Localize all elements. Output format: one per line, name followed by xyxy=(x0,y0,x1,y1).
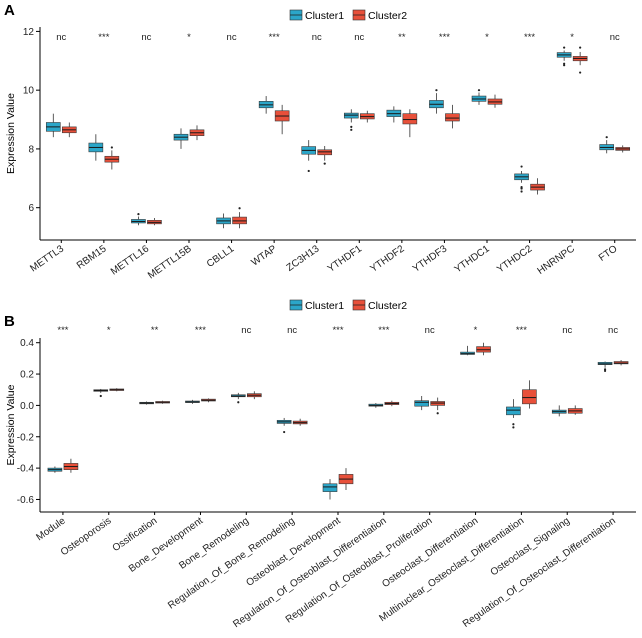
box-cluster2 xyxy=(402,113,418,125)
significance-label: ** xyxy=(398,32,406,43)
x-tick-label: ZC3H13 xyxy=(285,243,322,274)
significance-label: *** xyxy=(57,325,68,336)
x-tick-label: RBM15 xyxy=(75,243,109,271)
x-tick-label: YTHDC2 xyxy=(495,243,534,275)
y-axis-label: Expression Value xyxy=(5,384,17,465)
significance-label: ** xyxy=(151,325,159,336)
outlier-point xyxy=(307,169,310,173)
box-cluster2 xyxy=(445,113,460,122)
y-tick-label: -0.6 xyxy=(17,495,35,506)
x-tick-label: Module xyxy=(34,515,68,543)
outlier-point xyxy=(237,401,240,404)
significance-label: nc xyxy=(312,32,322,43)
significance-label: *** xyxy=(98,32,109,43)
significance-label: nc xyxy=(141,32,151,43)
x-tick-label: WTAP xyxy=(249,243,279,268)
x-tick-label: FTO xyxy=(597,243,620,264)
panel-a-chart: 6 8 10 12 Expression Value Cluster1 Cluster2 nc… xyxy=(5,9,636,281)
significance-label: *** xyxy=(516,325,527,336)
y-tick-label: 0.0 xyxy=(20,401,34,412)
box-cluster1 xyxy=(414,400,429,407)
y-axis-label: Expression Value xyxy=(5,93,17,174)
significance-label: * xyxy=(474,325,478,336)
x-tick-label: Regulation_Of_Osteoclast_Differentiation xyxy=(461,515,618,629)
x-tick-label: CBLL1 xyxy=(205,243,237,270)
legend-label-cluster2: Cluster2 xyxy=(368,10,407,22)
significance-label: * xyxy=(107,325,111,336)
significance-label: * xyxy=(485,32,489,43)
significance-label: * xyxy=(570,32,574,43)
significance-label: nc xyxy=(610,32,620,43)
outlier-point xyxy=(137,213,140,216)
outlier-point xyxy=(512,423,515,426)
outlier-point xyxy=(563,46,566,49)
x-tick-label: YTHDF3 xyxy=(411,243,450,275)
outlier-point xyxy=(110,146,113,149)
box-cluster1 xyxy=(506,406,521,416)
panel-label-b: B xyxy=(4,313,15,330)
outlier-point xyxy=(605,136,608,139)
significance-label: *** xyxy=(269,32,280,43)
x-tick-label: Bone_Development xyxy=(127,515,205,575)
box-cluster1 xyxy=(322,483,338,492)
significance-label: * xyxy=(187,32,191,43)
significance-label: nc xyxy=(608,325,618,336)
significance-label: nc xyxy=(354,32,364,43)
outlier-point xyxy=(603,369,607,373)
panel-label-a: A xyxy=(4,2,15,19)
significance-label: *** xyxy=(195,325,206,336)
significance-label: *** xyxy=(439,32,450,43)
y-tick-label: -0.2 xyxy=(17,432,35,443)
y-tick-label: -0.4 xyxy=(17,464,35,475)
y-tick-label: 12 xyxy=(23,27,35,38)
x-tick-label: Osteoporosis xyxy=(59,515,114,558)
x-tick-label: YTHDF2 xyxy=(368,243,407,275)
outlier-point xyxy=(435,89,438,92)
outlier-point xyxy=(477,89,481,92)
legend-label-cluster1: Cluster1 xyxy=(305,300,344,312)
significance-label: nc xyxy=(227,32,237,43)
outlier-point xyxy=(238,207,241,210)
y-tick-label: 10 xyxy=(23,86,35,97)
x-tick-label: YTHDC1 xyxy=(453,243,492,275)
x-tick-label: METTL3 xyxy=(28,243,66,274)
x-tick-label: METTL15B xyxy=(146,243,194,281)
legend-label-cluster1: Cluster1 xyxy=(305,10,344,22)
outlier-point xyxy=(99,394,102,398)
outlier-point xyxy=(520,165,523,168)
outlier-point xyxy=(283,430,286,434)
box-cluster2 xyxy=(522,389,537,405)
significance-label: nc xyxy=(562,325,572,336)
outlier-point xyxy=(579,46,582,49)
significance-label: *** xyxy=(378,325,389,336)
outlier-point xyxy=(436,412,439,415)
y-tick-label: 6 xyxy=(28,203,34,214)
significance-label: nc xyxy=(56,32,66,43)
y-tick-label: 8 xyxy=(28,144,34,155)
significance-label: nc xyxy=(241,325,251,336)
outlier-point xyxy=(563,62,566,65)
outlier-point xyxy=(512,426,515,429)
outlier-point xyxy=(520,190,523,193)
significance-label: *** xyxy=(332,325,343,336)
outlier-point xyxy=(603,368,607,371)
outlier-point xyxy=(350,128,353,131)
x-tick-label: Osteoclast_Signaling xyxy=(489,515,572,578)
x-tick-label: HNRNPC xyxy=(536,243,577,277)
y-tick-label: 0.4 xyxy=(20,338,34,349)
outlier-point xyxy=(520,186,523,189)
significance-label: nc xyxy=(287,325,297,336)
x-tick-label: YTHDF1 xyxy=(326,243,365,275)
significance-label: *** xyxy=(524,32,535,43)
y-tick-label: 0.2 xyxy=(20,370,34,381)
panel-b-chart: -0.6 -0.4 -0.2 0.0 0.2 0.4 Expression Value Clu… xyxy=(5,299,636,630)
outlier-point xyxy=(350,125,353,128)
legend-label-cluster2: Cluster2 xyxy=(368,300,407,312)
outlier-point xyxy=(323,162,326,165)
significance-label: nc xyxy=(425,325,435,336)
outlier-point xyxy=(579,71,582,74)
